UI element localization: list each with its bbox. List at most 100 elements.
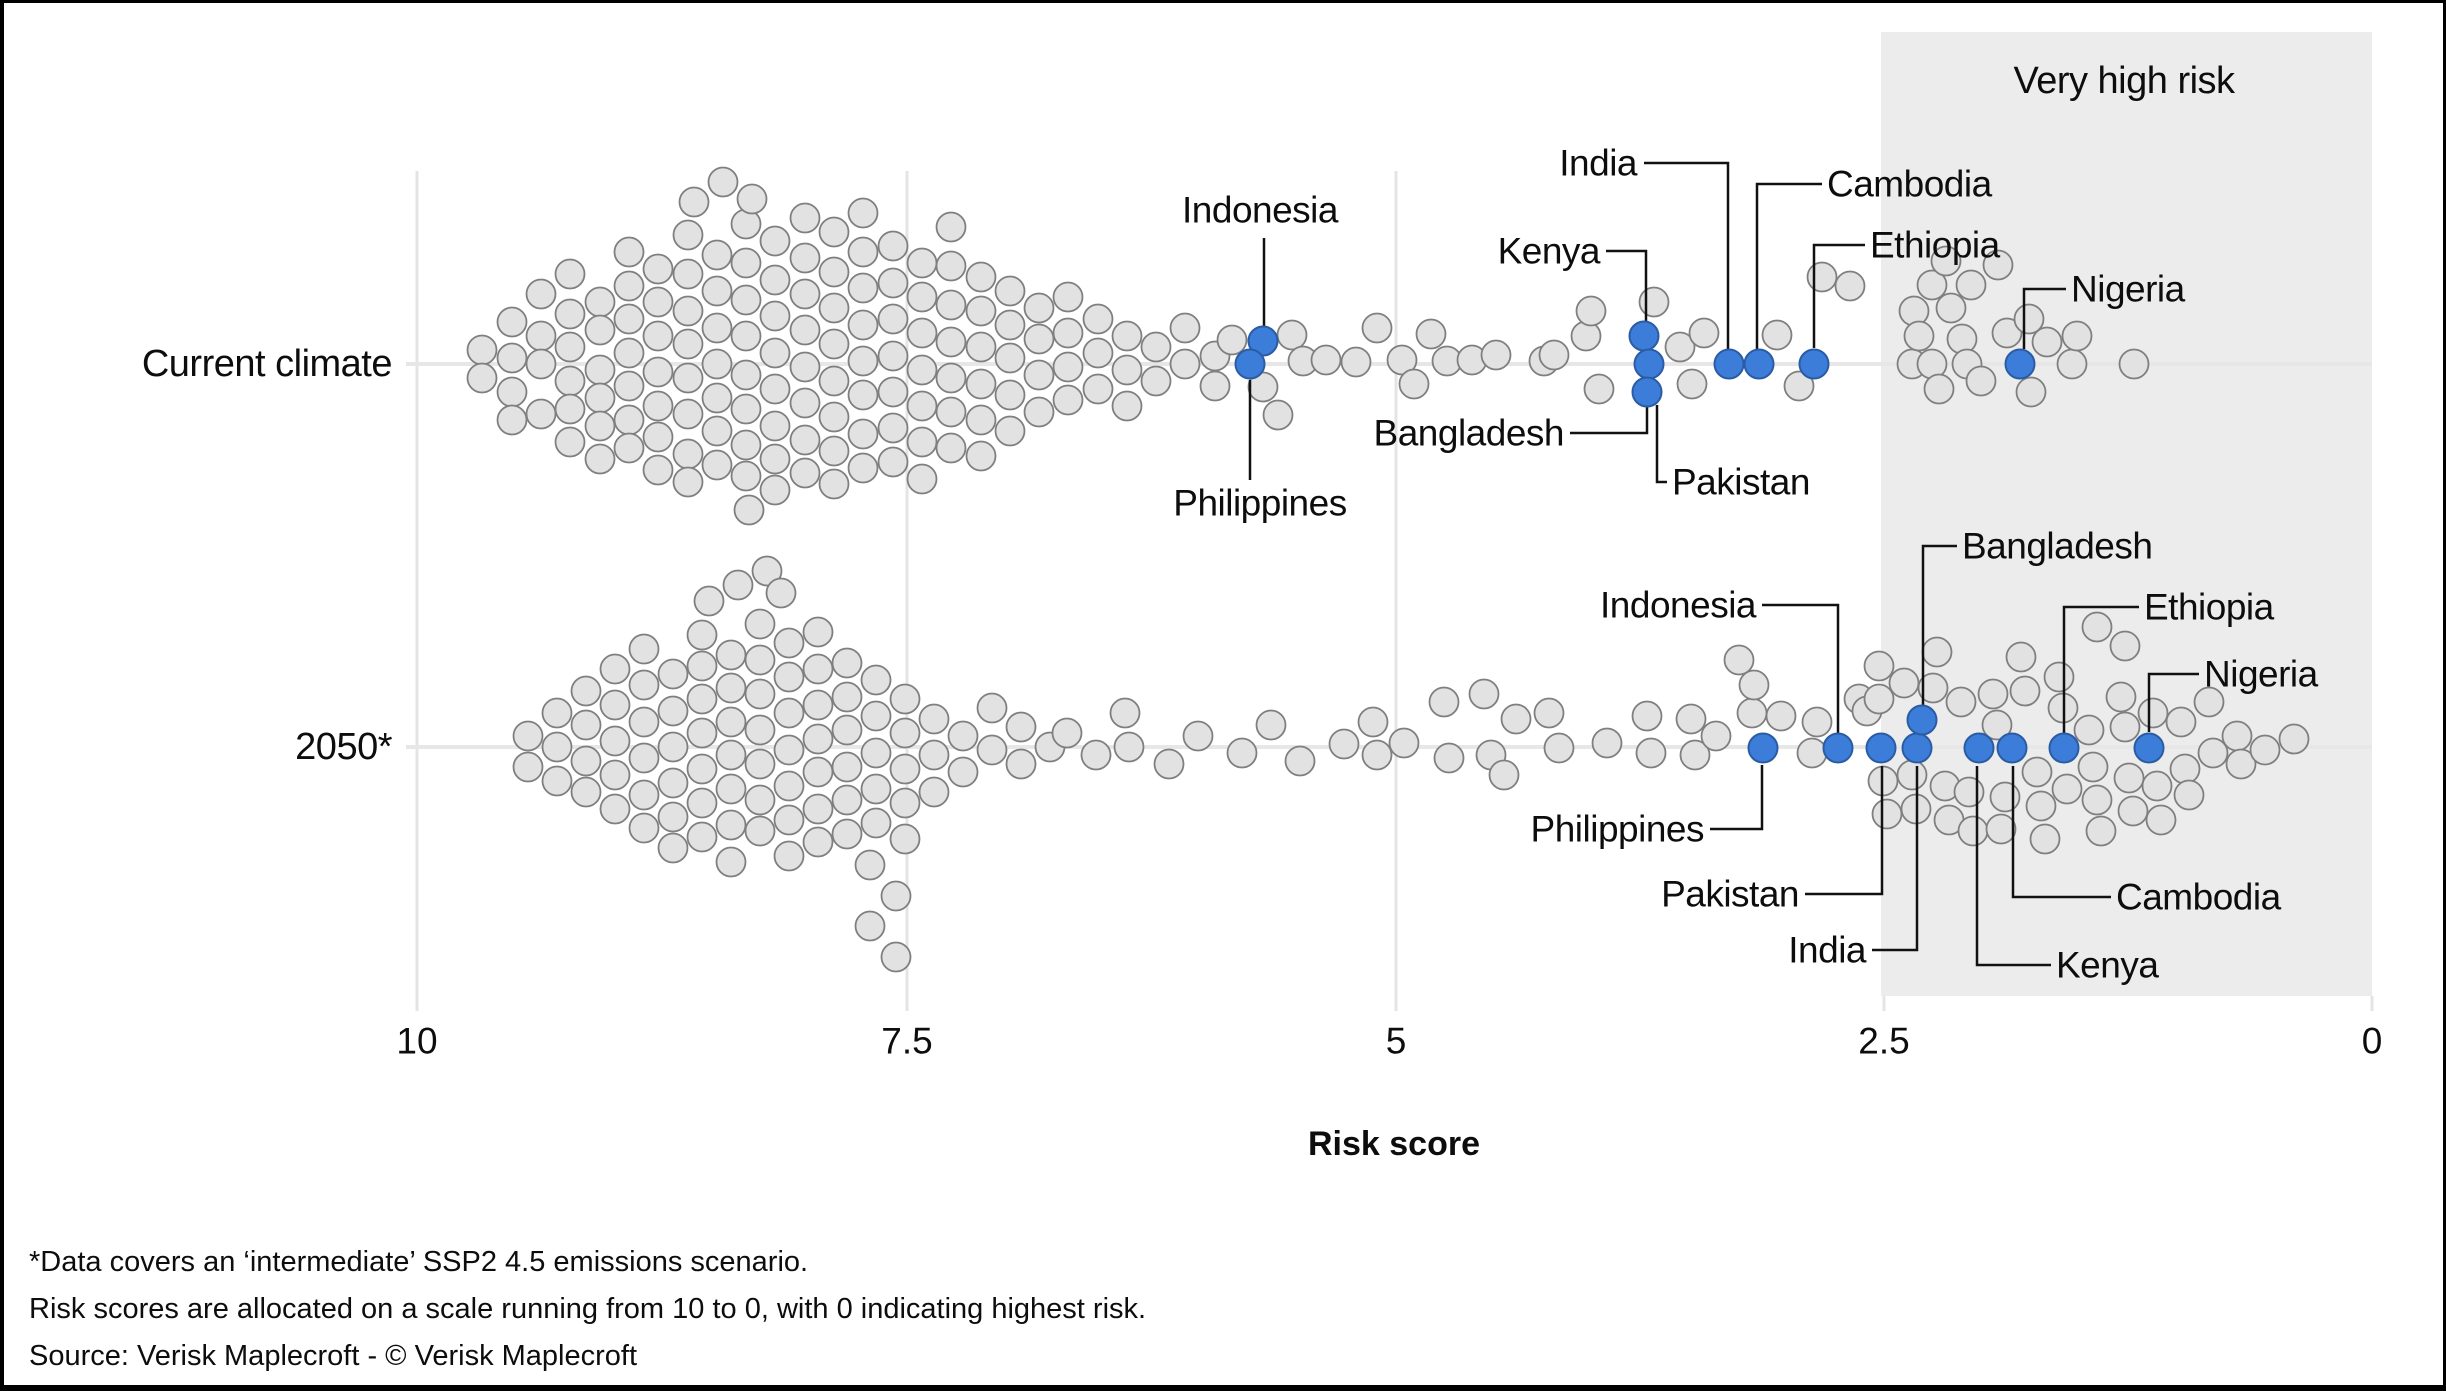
swarm-dot [642, 286, 674, 318]
swarm-dot [496, 306, 528, 338]
swarm-dot [2165, 706, 2197, 738]
swarm-dot [889, 787, 921, 819]
swarm-dot [554, 426, 586, 458]
swarm-dot [1111, 320, 1143, 352]
swarm-dot [686, 787, 718, 819]
swarm-dot [789, 387, 821, 419]
annotation-line-current-pakistan [1655, 405, 1667, 484]
swarm-dot [554, 331, 586, 363]
swarm-dot [965, 295, 997, 327]
annotation-label-current-pakistan: Pakistan [1672, 462, 1810, 503]
swarm-dot [1005, 748, 1037, 780]
swarm-dot [657, 658, 689, 690]
swarm-dot [496, 376, 528, 408]
swarm-dot [599, 725, 631, 757]
swarm-dot [1977, 678, 2009, 710]
annotation-label-current-kenya: Kenya [1498, 231, 1601, 272]
swarm-dot [773, 627, 805, 659]
swarm-dot [1415, 318, 1447, 350]
highlight-dot-y2050-bangladesh [1906, 704, 1938, 736]
swarm-dot [789, 457, 821, 489]
annotation-label-y2050-kenya: Kenya [2056, 945, 2159, 986]
swarm-dot [2109, 630, 2141, 662]
swarm-dot [672, 328, 704, 360]
swarm-dot [947, 720, 979, 752]
swarm-dot [877, 376, 909, 408]
swarm-dot [1052, 384, 1084, 416]
swarm-dot [789, 424, 821, 456]
swarm-dot [906, 317, 938, 349]
swarm-dot [818, 292, 850, 324]
swarm-dot [802, 826, 834, 858]
swarm-dot [877, 412, 909, 444]
swarm-dot [672, 258, 704, 290]
swarm-dot [773, 661, 805, 693]
swarm-dot [965, 331, 997, 363]
swarm-dot [1500, 703, 1532, 735]
swarm-dot [657, 731, 689, 763]
swarm-dot [541, 697, 573, 729]
swarm-dot [918, 776, 950, 808]
swarm-dot [965, 261, 997, 293]
swarm-dot [1688, 317, 1720, 349]
swarm-dot [613, 303, 645, 335]
swarm-dot [847, 379, 879, 411]
swarm-dot [672, 219, 704, 251]
swarm-dot [744, 644, 776, 676]
row-label-2050: 2050* [295, 726, 393, 768]
annotation-label-current-cambodia: Cambodia [1827, 164, 1993, 205]
swarm-dot [860, 807, 892, 839]
swarm-dot [599, 759, 631, 791]
annotation-lines-layer [1248, 161, 2199, 967]
highlight-dot-current-india [1713, 348, 1745, 380]
swarm-dot [802, 653, 834, 685]
swarm-dot [831, 714, 863, 746]
swarm-dot [773, 697, 805, 729]
swarm-dot [1635, 737, 1667, 769]
swarm-dot [686, 683, 718, 715]
swarm-dot [818, 468, 850, 500]
swarm-dot [994, 342, 1026, 374]
swarm-dot [773, 734, 805, 766]
swarm-dot [2278, 723, 2310, 755]
swarm-dot [1247, 371, 1279, 403]
swarm-dot [1871, 798, 1903, 830]
swarm-dot [744, 678, 776, 710]
swarm-dot [525, 278, 557, 310]
swarm-dot [2031, 326, 2063, 358]
swarm-dot [935, 396, 967, 428]
annotation-label-current-bangladesh: Bangladesh [1374, 413, 1564, 454]
swarm-dot [701, 239, 733, 271]
swarm-dot [686, 619, 718, 651]
swarm-dot [854, 849, 886, 881]
swarm-dot [701, 382, 733, 414]
annotation-line-y2050-ethiopia [2062, 605, 2139, 733]
swarm-dot [730, 359, 762, 391]
swarm-dot [642, 454, 674, 486]
swarm-dot [744, 815, 776, 847]
swarm-dot [1361, 739, 1393, 771]
swarm-dot [613, 432, 645, 464]
swarm-dot [657, 695, 689, 727]
annotation-line-y2050-india [1872, 766, 1919, 952]
swarm-dot [789, 351, 821, 383]
highlight-dot-current-indonesia [1247, 325, 1279, 357]
swarm-dot [1255, 709, 1287, 741]
swarm-dot [628, 742, 660, 774]
swarm-dot [1981, 709, 2013, 741]
swarm-dot [877, 267, 909, 299]
swarm-dot [2051, 773, 2083, 805]
swarm-dot [466, 362, 498, 394]
swarm-dot [2025, 790, 2057, 822]
swarm-dot [2056, 348, 2088, 380]
highlight-dot-current-nigeria [2004, 348, 2036, 380]
swarm-dot [889, 753, 921, 785]
swarm-dot [657, 832, 689, 864]
swarm-dot [1284, 745, 1316, 777]
swarm-dot [2015, 376, 2047, 408]
swarm-dot [889, 717, 921, 749]
swarm-dot [1052, 351, 1084, 383]
annotation-line-current-kenya [1606, 249, 1648, 322]
swarm-dot [877, 230, 909, 262]
swarm-dot [736, 183, 768, 215]
